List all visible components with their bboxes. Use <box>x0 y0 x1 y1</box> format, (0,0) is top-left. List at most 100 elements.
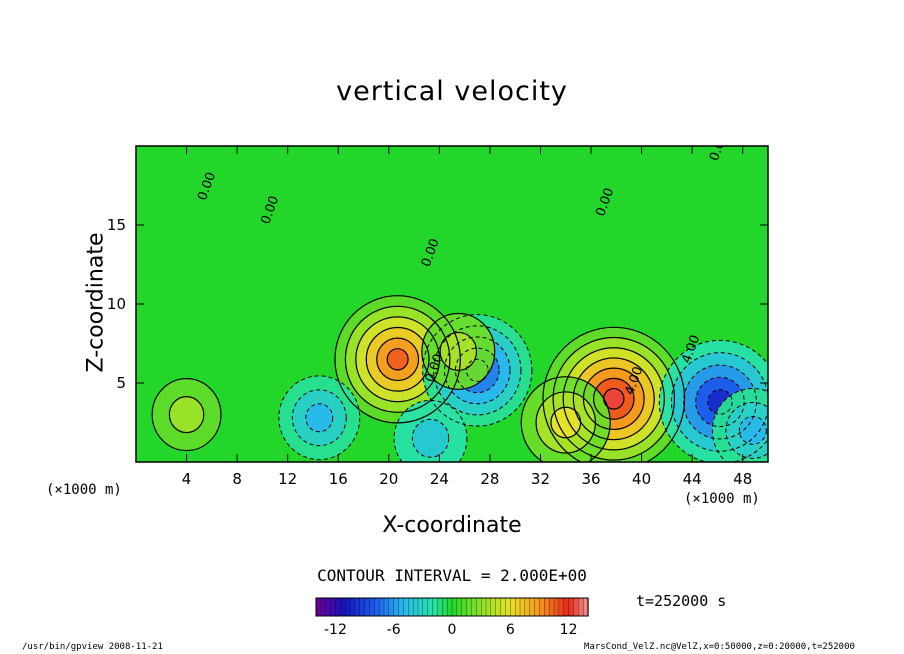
colorbar-cell <box>383 597 390 617</box>
contour-8-2 <box>550 406 582 439</box>
contour-2-1 <box>433 325 522 416</box>
colorbar-tick-label: 12 <box>560 622 578 638</box>
contour-9-1 <box>439 331 478 371</box>
footer-right: MarsCond_VelZ.nc@VelZ,x=0:50000,z=0:2000… <box>584 642 855 652</box>
x-tick-label: 44 <box>683 470 702 488</box>
colorbar-cell <box>359 597 366 617</box>
colorbar-cell <box>476 597 482 617</box>
x-tick-label: 48 <box>733 470 752 488</box>
contour-0-4 <box>376 337 420 382</box>
colorbar-cell <box>534 597 541 617</box>
contour-4-1 <box>291 389 347 447</box>
colorbar-cell <box>422 597 429 617</box>
time-label: t=252000 s <box>636 592 727 610</box>
colorbar-cell <box>315 597 322 617</box>
colorbar: -12 -6 0 6 12 <box>315 597 589 638</box>
contour-5-0 <box>711 388 768 462</box>
colorbar-cell <box>349 597 356 617</box>
contour-8-1 <box>535 391 597 454</box>
colorbar-cell <box>369 597 375 617</box>
contour-0-3 <box>365 326 430 392</box>
colorbar-cell <box>417 597 424 617</box>
colorbar-cell <box>558 597 565 617</box>
colorbar-cell <box>563 597 570 617</box>
colorbar-cell <box>548 597 555 617</box>
colorbar-cell <box>500 597 507 617</box>
contour-6-1 <box>411 418 450 458</box>
colorbar-cell <box>539 597 545 617</box>
colorbar-cell <box>544 597 550 617</box>
contour-1-2 <box>562 347 665 451</box>
colorbar-cell <box>442 597 448 617</box>
contour-5-2 <box>738 415 767 445</box>
y-tick-label: 5 <box>116 374 126 392</box>
colorbar-cell <box>451 597 458 617</box>
colorbar-cell <box>485 597 492 617</box>
colorbar-cell <box>330 597 337 617</box>
colorbar-cell <box>398 597 405 617</box>
x-axis-ticks: 4 8 12 16 20 24 28 32 36 40 44 48 <box>182 146 752 488</box>
colorbar-frame <box>315 597 589 617</box>
contour-3-3 <box>695 376 745 428</box>
colorbar-cell <box>437 597 443 617</box>
contour-1-4 <box>582 367 645 431</box>
contour-7-0 <box>151 378 222 452</box>
contour-2-0 <box>422 314 533 427</box>
colorbar-cell <box>374 597 380 617</box>
colorbar-cell <box>364 597 371 617</box>
contour-4-0 <box>278 375 361 461</box>
contour-1-5 <box>592 377 635 420</box>
colorbar-cell <box>480 597 487 617</box>
colorbar-cell <box>529 597 536 617</box>
x-tick-label: 36 <box>581 470 600 488</box>
colorbar-cell <box>393 597 400 617</box>
contour-0-5 <box>386 348 409 371</box>
colorbar-cell <box>568 597 575 617</box>
field-level-6-1 <box>412 419 449 458</box>
x-tick-label: 32 <box>531 470 550 488</box>
contour-0-2 <box>355 316 441 403</box>
x-tick-label: 40 <box>632 470 651 488</box>
contour-7-1 <box>168 396 205 434</box>
colorbar-cell <box>456 597 463 617</box>
colorbar-cell <box>578 597 584 617</box>
colorbar-cell <box>519 597 526 617</box>
field-level-1-6 <box>603 388 624 410</box>
contour-2-3 <box>454 347 500 394</box>
footer-left: /usr/bin/gpview 2008-11-21 <box>22 642 163 652</box>
contour-2-4 <box>465 358 489 382</box>
colorbar-cell <box>340 597 346 617</box>
contour-3-2 <box>683 364 757 440</box>
colorbar-tick-label: 0 <box>448 622 457 638</box>
colorbar-cell <box>553 597 560 617</box>
colorbar-cell <box>505 597 511 617</box>
colorbar-cell <box>514 597 521 617</box>
colorbar-cell <box>408 597 414 617</box>
contour-0-1 <box>344 305 451 413</box>
colorbar-cell <box>354 597 361 617</box>
contour-0-0 <box>334 295 461 424</box>
contour-3-0 <box>658 339 768 462</box>
colorbar-cell <box>490 597 497 617</box>
colorbar-cell <box>335 597 341 617</box>
x-tick-label: 24 <box>430 470 449 488</box>
colorbar-cell <box>344 597 351 617</box>
contour-interval-text: CONTOUR INTERVAL = 2.000E+00 <box>317 566 587 585</box>
colorbar-cell <box>378 597 385 617</box>
y-axis-ticks: 5 10 15 <box>107 216 768 392</box>
x-tick-label: 8 <box>232 470 242 488</box>
x-tick-label: 16 <box>329 470 348 488</box>
contour-1-0 <box>542 326 686 462</box>
contour-8-0 <box>520 376 611 462</box>
x-tick-label: 4 <box>182 470 192 488</box>
colorbar-cell <box>471 597 477 617</box>
x-tick-label: 28 <box>480 470 499 488</box>
field-level-0-5 <box>387 348 409 370</box>
colorbar-cell <box>524 597 531 617</box>
colorbar-tick-label: -12 <box>324 622 347 638</box>
colorbar-cell <box>510 597 516 617</box>
chart-title: vertical velocity <box>336 76 568 107</box>
field-level-4-2 <box>305 403 333 432</box>
y-axis-label: Z-coordinate <box>83 232 109 373</box>
